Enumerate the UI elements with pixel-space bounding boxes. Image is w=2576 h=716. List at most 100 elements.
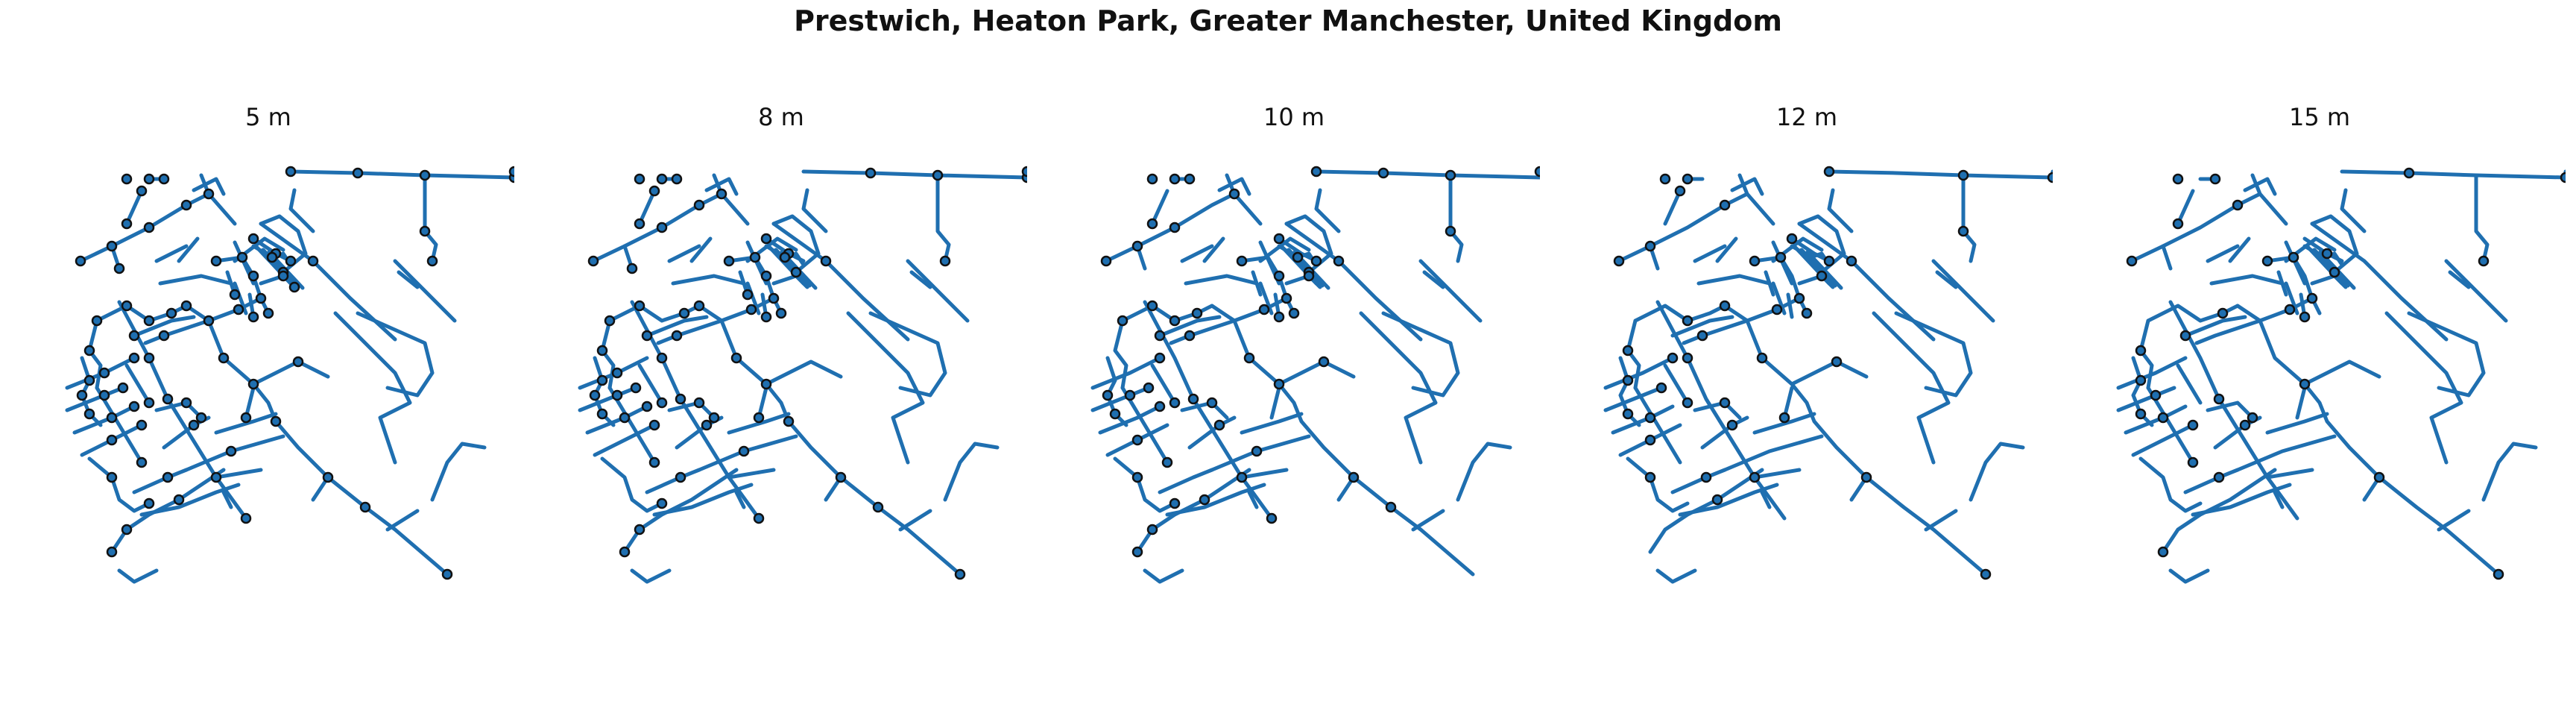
intersection-node xyxy=(753,412,765,424)
intersection-node xyxy=(1213,419,1225,431)
map-panel-10m: 10 m xyxy=(1048,97,1540,634)
intersection-node xyxy=(745,304,757,315)
intersection-node xyxy=(266,251,278,263)
intersection-node xyxy=(1816,270,1828,282)
intersection-node xyxy=(1131,471,1143,483)
intersection-node xyxy=(2157,412,2169,424)
intersection-node xyxy=(2135,408,2147,420)
street-segment xyxy=(2302,359,2381,386)
intersection-node xyxy=(2288,251,2299,263)
street-segment xyxy=(2131,423,2195,457)
intersection-node xyxy=(1303,270,1315,282)
intersection-node xyxy=(1273,311,1285,323)
intersection-node xyxy=(678,307,690,319)
street-segment xyxy=(1314,169,1540,180)
street-segment xyxy=(1359,311,1438,465)
street-segment xyxy=(2284,240,2307,286)
street-segment xyxy=(593,423,657,457)
intersection-node xyxy=(2247,412,2258,424)
intersection-node xyxy=(2217,307,2229,319)
street-segment xyxy=(1150,189,1169,226)
street-segment xyxy=(935,173,951,263)
intersection-node xyxy=(143,222,155,233)
intersection-node xyxy=(225,445,237,457)
intersection-node xyxy=(1258,304,1270,315)
intersection-node xyxy=(195,412,207,424)
intersection-node xyxy=(233,304,244,315)
street-segment xyxy=(2295,386,2307,420)
street-segment xyxy=(1700,415,1749,450)
street-segment xyxy=(1696,274,1772,286)
intersection-node xyxy=(1154,330,1166,342)
intersection-node xyxy=(768,292,780,304)
intersection-node xyxy=(285,255,297,267)
intersection-node xyxy=(508,166,514,178)
intersection-node xyxy=(2299,311,2311,323)
street-segment xyxy=(124,189,144,226)
intersection-node xyxy=(1644,471,1656,483)
intersection-node xyxy=(136,185,148,197)
street-segment xyxy=(585,404,649,435)
street-segment xyxy=(607,304,701,323)
intersection-node xyxy=(760,311,772,323)
intersection-node xyxy=(419,169,431,181)
intersection-node xyxy=(2150,389,2162,401)
intersection-node xyxy=(742,289,754,301)
intersection-node xyxy=(1206,397,1218,409)
intersection-node xyxy=(1846,255,1857,267)
intersection-node xyxy=(596,374,608,386)
street-segment xyxy=(645,468,701,494)
street-segment xyxy=(72,404,136,435)
intersection-node xyxy=(1719,397,1731,409)
intersection-node xyxy=(2172,218,2184,230)
intersection-node xyxy=(1771,304,1783,315)
intersection-node xyxy=(675,471,686,483)
street-segment xyxy=(637,189,657,226)
intersection-node xyxy=(1100,255,1112,267)
street-segment xyxy=(1931,259,1995,323)
street-segment xyxy=(1969,442,2025,502)
street-segment xyxy=(1626,456,1690,513)
intersection-node xyxy=(1199,494,1210,506)
intersection-node xyxy=(1184,173,1196,185)
intersection-node xyxy=(783,415,795,427)
street-segment xyxy=(1633,386,1682,465)
intersection-node xyxy=(738,445,750,457)
street-segment xyxy=(689,236,713,263)
street-segment xyxy=(2146,304,2240,323)
street-segment xyxy=(2250,173,2288,226)
street-segment xyxy=(132,315,196,338)
intersection-node xyxy=(1310,166,1322,178)
street-segment xyxy=(393,259,457,323)
intersection-node xyxy=(2239,419,2251,431)
intersection-node xyxy=(693,300,705,312)
street-segment xyxy=(2243,177,2277,196)
map-panel-5m: 5 m xyxy=(22,97,514,634)
street-segment xyxy=(158,274,233,286)
street-segment xyxy=(1715,236,1738,263)
intersection-node xyxy=(634,300,645,312)
street-segment xyxy=(801,169,1027,180)
intersection-node xyxy=(2403,167,2415,179)
intersection-node xyxy=(1348,471,1360,483)
street-segment xyxy=(2183,468,2240,494)
street-segment xyxy=(1113,456,1177,513)
street-segment xyxy=(184,304,256,386)
intersection-node xyxy=(210,255,222,267)
street-segment xyxy=(2116,386,2176,412)
street-segment xyxy=(727,412,791,435)
street-segment xyxy=(2168,568,2210,584)
street-segment xyxy=(1663,363,1690,405)
street-segment xyxy=(768,245,806,286)
intersection-node xyxy=(1310,255,1322,267)
intersection-node xyxy=(1169,173,1181,185)
street-segment xyxy=(1771,281,1787,315)
intersection-node xyxy=(596,345,608,357)
intersection-node xyxy=(1682,352,1693,364)
street-segment xyxy=(233,281,248,315)
street-segment xyxy=(356,311,435,398)
intersection-node xyxy=(1726,419,1738,431)
intersection-node xyxy=(730,352,742,364)
street-segment xyxy=(1797,214,1846,274)
intersection-node xyxy=(626,263,638,274)
